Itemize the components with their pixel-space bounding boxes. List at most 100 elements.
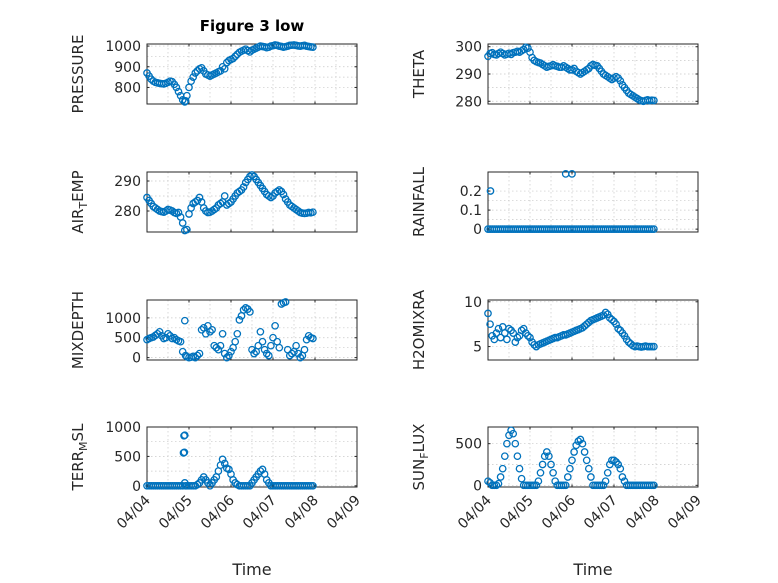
y-tick-label: 280 [114, 204, 141, 220]
data-point [271, 321, 279, 330]
data-point [551, 477, 560, 486]
data-point [500, 452, 509, 461]
y-tick-label: 0.2 [460, 184, 482, 200]
y-tick-label: 290 [455, 67, 482, 83]
axes-box [146, 426, 358, 488]
data-point [601, 477, 610, 486]
data-point [536, 468, 545, 477]
data-point [155, 327, 164, 336]
data-point [616, 76, 625, 85]
data-point [547, 460, 555, 469]
figure-title: Figure 3 low [200, 17, 305, 35]
data-point [256, 327, 265, 336]
data-point [216, 67, 225, 75]
data-point [549, 468, 557, 477]
data-point [180, 448, 189, 457]
data-point [566, 464, 574, 473]
data-point [578, 439, 587, 448]
x-axis-label: Time [231, 560, 271, 579]
data-point [503, 439, 511, 448]
data-point [281, 298, 290, 306]
y-tick-label: 300 [455, 40, 482, 56]
ylabel-0: PRESSURE [69, 35, 87, 114]
y-tick-label: 5 [473, 340, 482, 356]
data-point [220, 192, 229, 200]
x-tick-label: 04/06 [198, 492, 238, 532]
data-point [239, 183, 248, 191]
x-tick-label: 04/09 [324, 493, 364, 533]
data-point [570, 448, 578, 456]
data-point [492, 329, 501, 337]
data-point [225, 351, 233, 360]
data-point [193, 480, 202, 489]
ylabel-1: THETA [410, 49, 428, 99]
data-point [511, 338, 520, 346]
data-point [222, 353, 231, 362]
y-tick-label: 900 [114, 60, 141, 76]
x-tick-label: 04/08 [282, 493, 322, 533]
x-tick-label: 04/05 [156, 493, 196, 533]
y-tick-label: 0 [473, 222, 482, 238]
data-point [183, 225, 191, 234]
data-point [189, 73, 198, 81]
axes-box [146, 299, 358, 361]
ylabel-5: H2OMIXRA [410, 289, 428, 370]
ylabel-2: AIRTEMP [69, 170, 90, 233]
data-point [486, 320, 494, 329]
x-tick-label: 04/08 [623, 493, 663, 533]
y-tick-label: 500 [114, 331, 141, 347]
data-point [193, 351, 202, 360]
y-tick-label: 500 [114, 449, 141, 465]
data-point [605, 460, 614, 469]
data-point [292, 341, 300, 350]
data-point [513, 452, 522, 461]
data-point [195, 349, 204, 358]
data-point [542, 448, 551, 456]
data-point [262, 349, 271, 358]
data-point [538, 460, 547, 469]
data-point [576, 435, 585, 444]
data-point [178, 219, 187, 227]
data-point [509, 329, 518, 337]
data-point [225, 465, 233, 474]
data-point [195, 193, 204, 202]
data-point [246, 308, 254, 316]
data-point [526, 333, 534, 342]
data-point [191, 353, 200, 362]
data-point [618, 473, 627, 481]
y-tick-label: 0 [132, 479, 141, 495]
data-point [582, 456, 591, 465]
data-point [568, 456, 576, 465]
data-point [269, 333, 277, 342]
data-point [206, 327, 214, 336]
axes-box [487, 299, 699, 361]
y-tick-label: 0 [132, 351, 141, 367]
data-point [507, 50, 515, 59]
data-point [524, 331, 532, 340]
data-point [181, 97, 190, 105]
data-point [180, 431, 189, 440]
data-point [587, 473, 595, 481]
data-point [216, 341, 225, 350]
data-point [164, 329, 172, 338]
data-point [218, 455, 227, 464]
y-tick-label: 280 [455, 94, 482, 110]
ylabel-3: RAINFALL [410, 166, 428, 237]
data-point [187, 204, 195, 212]
data-point [519, 45, 528, 54]
panel-pressure: 800 900 1000 PRESSURE Figure 3 low [69, 17, 358, 114]
data-point [197, 325, 206, 334]
data-point [153, 329, 162, 338]
data-point [650, 225, 658, 233]
data-point [486, 187, 495, 195]
data-point [227, 347, 235, 356]
data-point [496, 473, 505, 481]
data-point [294, 349, 303, 358]
data-point [484, 477, 492, 486]
data-point [599, 481, 608, 490]
data-point [174, 208, 183, 217]
data-point [174, 87, 183, 96]
data-point [517, 474, 526, 483]
data-point [191, 69, 200, 77]
x-tick-label: 04/04 [455, 492, 495, 532]
